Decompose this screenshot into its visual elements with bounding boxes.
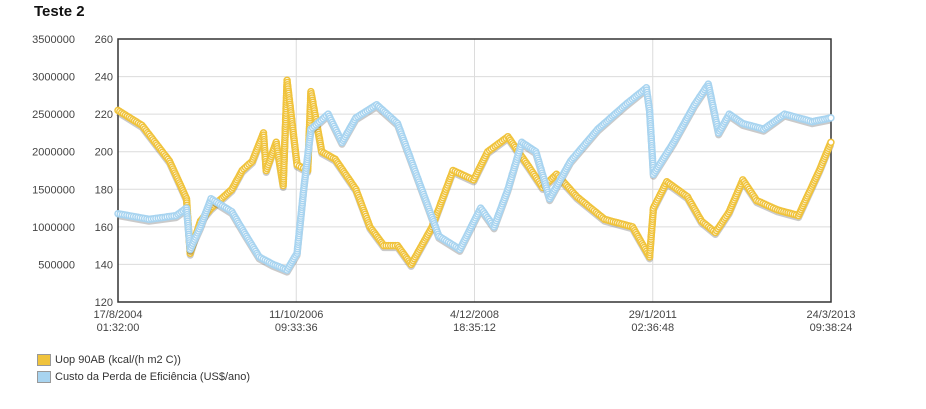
y-left-tick-label: 3500000	[32, 34, 75, 46]
x-tick-time: 09:33:36	[275, 322, 318, 334]
x-tick-date: 24/3/2013	[807, 309, 856, 321]
x-tick-time: 09:38:24	[810, 322, 853, 334]
legend-item-uop[interactable]: Uop 90AB (kcal/(h m2 C))	[37, 351, 250, 368]
legend-label-custo: Custo da Perda de Eficiência (US$/ano)	[55, 370, 251, 383]
y-right-tick-label: 260	[95, 34, 113, 46]
y-right-tick-label: 180	[95, 184, 113, 196]
y-right-tick-label: 120	[95, 297, 113, 309]
y-left-tick-label: 500000	[38, 259, 75, 271]
y-right-tick-label: 160	[95, 222, 113, 234]
y-right-tick-label: 140	[95, 259, 113, 271]
y-left-tick-label: 3000000	[32, 72, 75, 84]
legend-swatch-uop	[37, 353, 51, 366]
y-left-tick-label: 2000000	[32, 147, 75, 159]
line-chart: 3500000 260 3000000 240 2500000 220 2000000 200…	[32, 34, 855, 334]
x-tick-date: 4/12/2008	[450, 309, 499, 321]
axes: 3500000 260 3000000 240 2500000 220 2000000 200…	[32, 34, 855, 334]
x-tick-date: 17/8/2004	[94, 309, 143, 321]
y-left-tick-label: 1500000	[32, 184, 75, 196]
y-left-tick-label: 1000000	[32, 222, 75, 234]
legend-item-custo[interactable]: Custo da Perda de Eficiência (US$/ano)	[37, 368, 250, 385]
legend-swatch-custo	[37, 370, 51, 383]
series-marker	[827, 114, 835, 122]
x-tick-time: 18:35:12	[453, 322, 496, 334]
legend: Uop 90AB (kcal/(h m2 C)) Custo da Perda …	[37, 351, 250, 385]
chart-title: Teste 2	[34, 3, 85, 20]
y-right-tick-label: 240	[95, 72, 113, 84]
x-tick-time: 02:36:48	[631, 322, 674, 334]
x-tick-date: 29/1/2011	[629, 309, 677, 321]
plot-frame	[117, 38, 832, 303]
legend-label-uop: Uop 90AB (kcal/(h m2 C))	[55, 353, 181, 366]
series-marker	[827, 138, 835, 147]
series-1	[114, 80, 835, 276]
y-left-tick-label: 2500000	[32, 109, 75, 121]
series-group	[114, 76, 835, 276]
x-tick-time: 01:32:00	[97, 322, 140, 334]
x-tick-date: 11/10/2006	[269, 309, 323, 321]
y-right-tick-label: 200	[95, 147, 113, 159]
y-right-tick-label: 220	[95, 109, 113, 121]
